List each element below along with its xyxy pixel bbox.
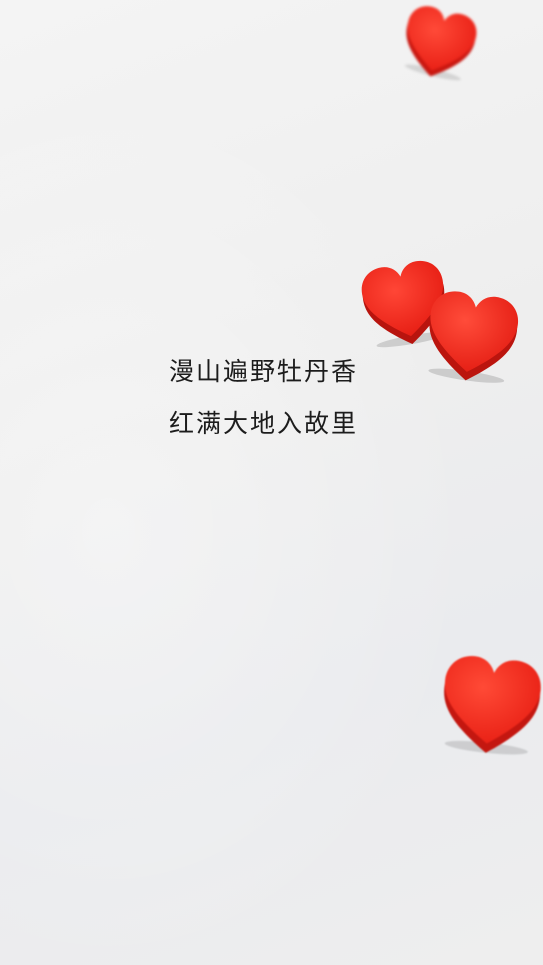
heart-icon bbox=[405, 6, 477, 81]
heart-icon bbox=[428, 291, 519, 383]
heart-icon bbox=[444, 656, 541, 755]
poem-line-1: 漫山遍野牡丹香 bbox=[168, 357, 358, 386]
poem-line-2: 红满大地入故里 bbox=[168, 409, 358, 438]
heart-icon bbox=[361, 260, 447, 348]
poem-text: 漫山遍野牡丹香 红满大地入故里 bbox=[0, 350, 527, 454]
